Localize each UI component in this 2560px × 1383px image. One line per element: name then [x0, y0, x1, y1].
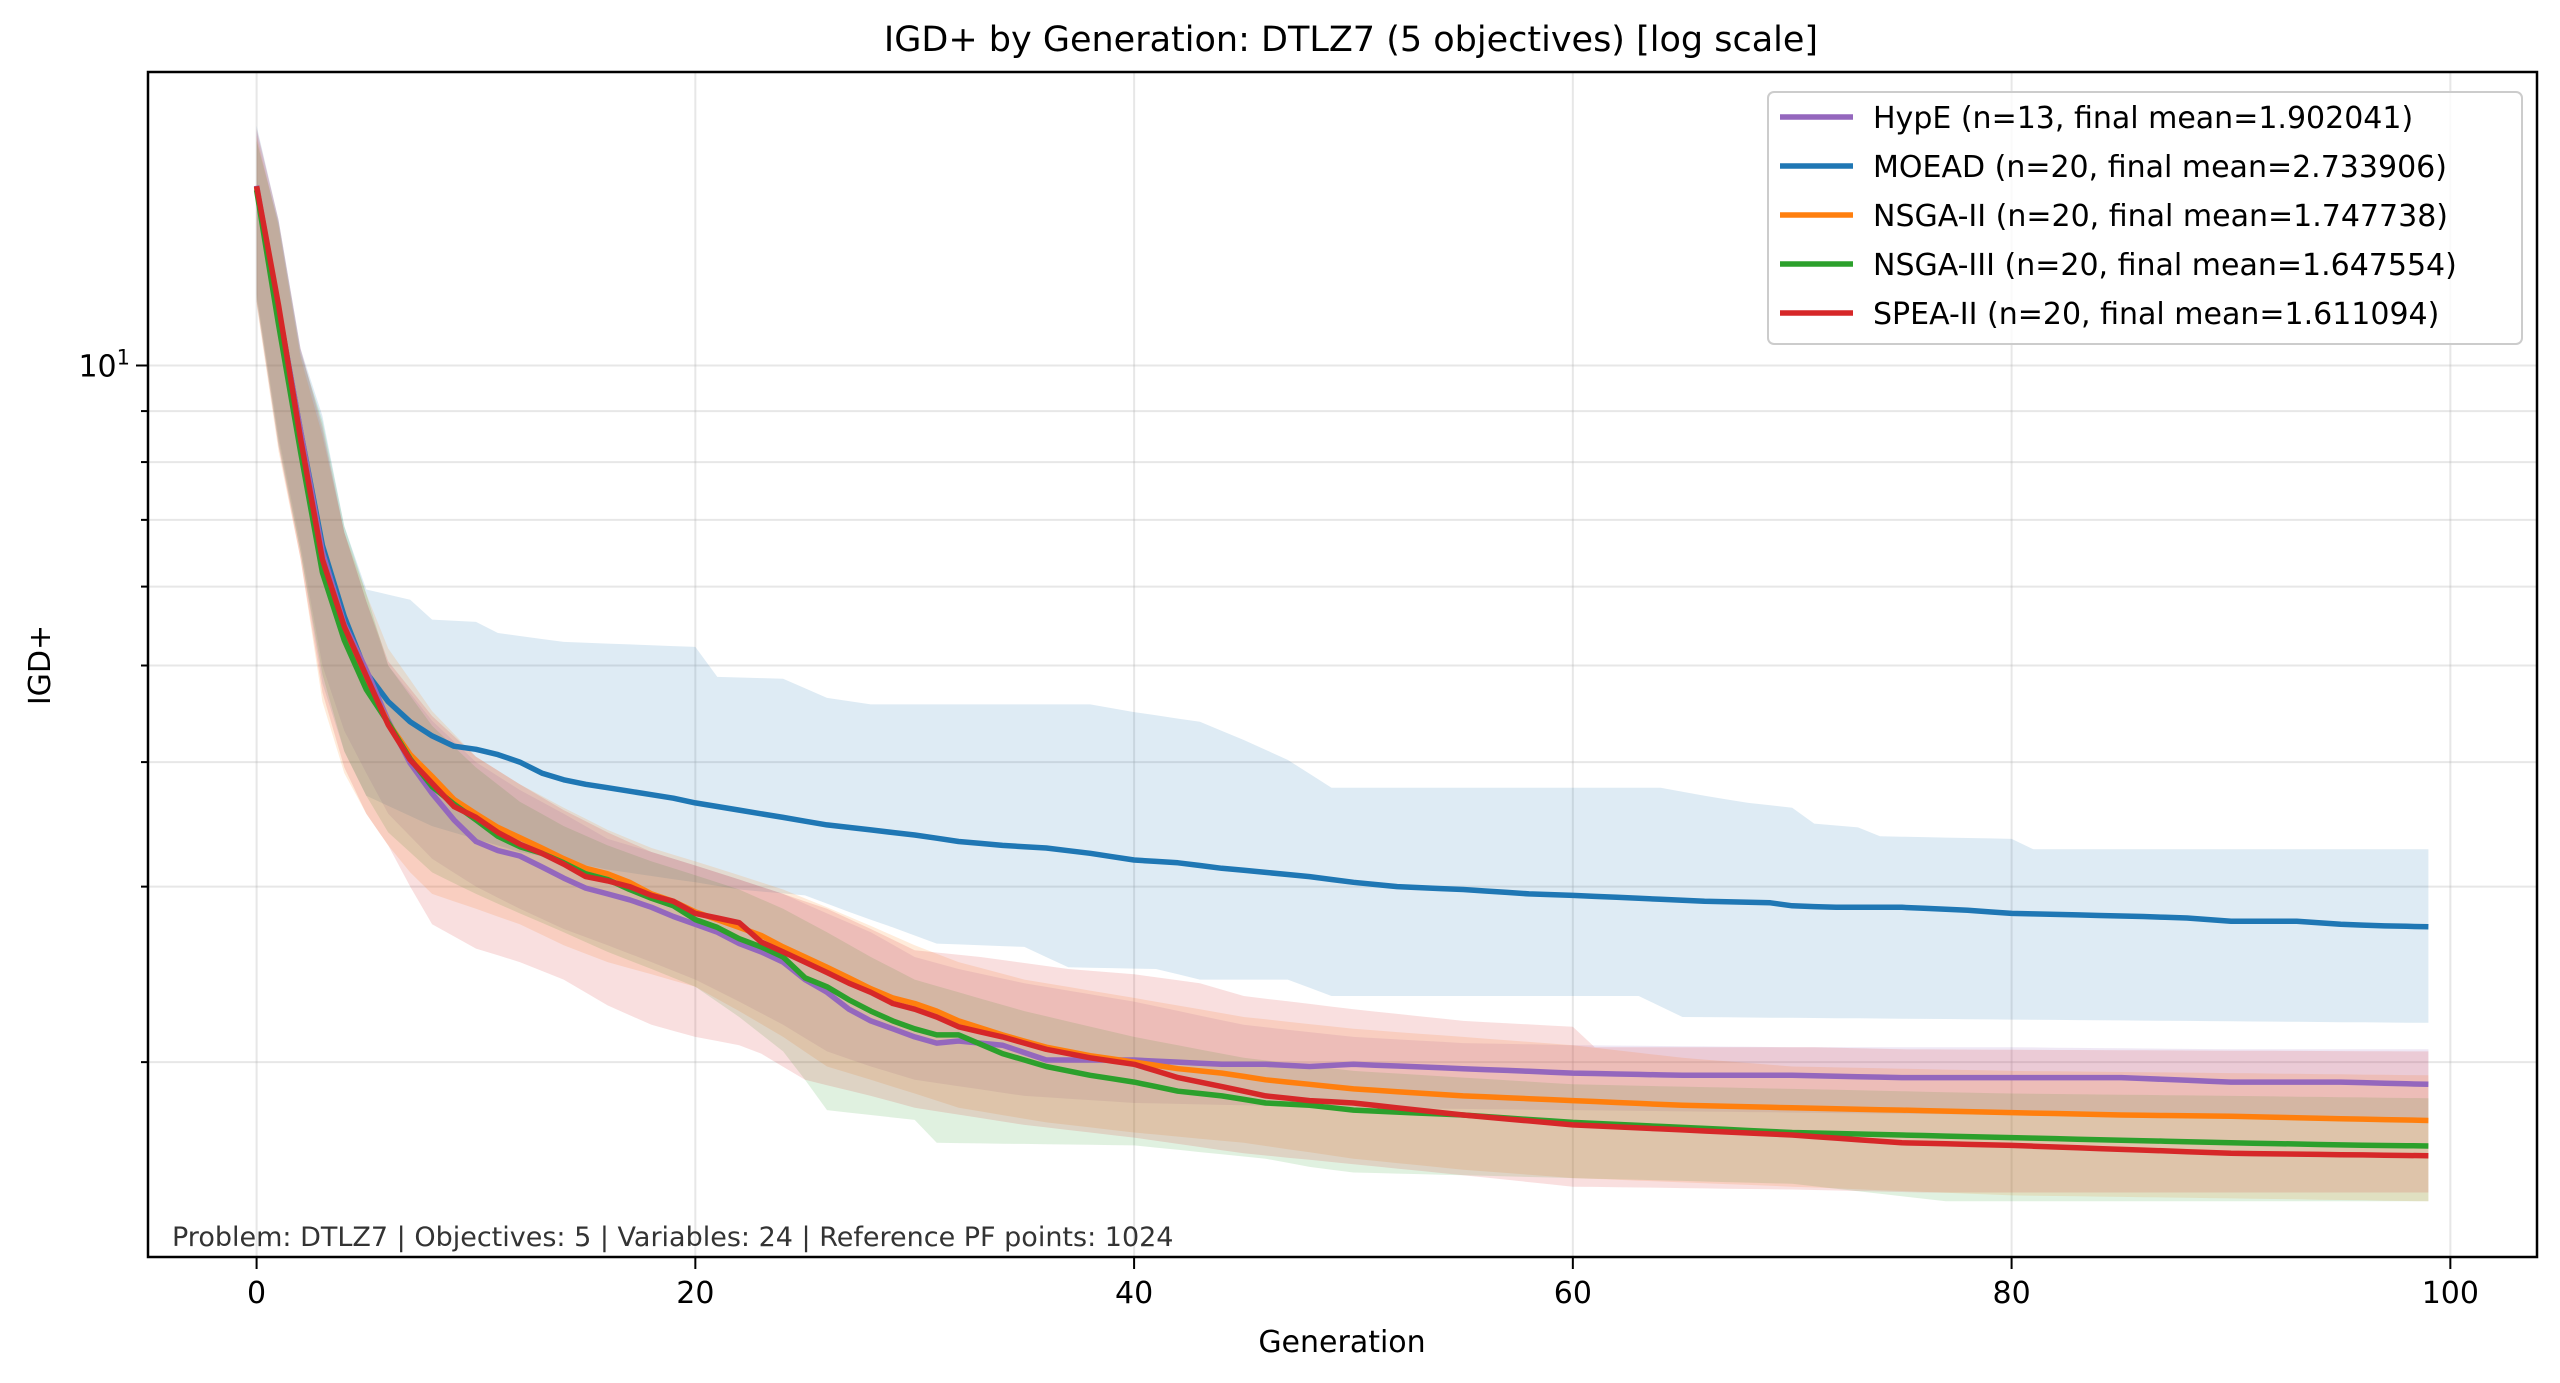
- legend: HypE (n=13, final mean=1.902041) MOEAD (n…: [1767, 91, 2523, 345]
- line-hype: [253, 185, 2429, 1088]
- band-spea-ii: [256, 128, 2429, 1193]
- legend-label: HypE (n=13, final mean=1.902041): [1873, 101, 2413, 136]
- legend-item-hype: HypE (n=13, final mean=1.902041): [1780, 101, 2413, 136]
- plot-area-frame: [146, 70, 2539, 1259]
- y-tick-label: 101: [78, 345, 130, 384]
- x-tick-label: 40: [1115, 1276, 1153, 1311]
- x-tick-label: 80: [1993, 1276, 2031, 1311]
- series-lines: [253, 185, 2429, 1159]
- x-tick-label: 100: [2422, 1276, 2479, 1311]
- x-tick-label: 60: [1554, 1276, 1592, 1311]
- x-tick-label: 20: [676, 1276, 714, 1311]
- band-nsga-ii: [256, 135, 2429, 1202]
- band-moead: [256, 125, 2429, 1023]
- x-axis-label: Generation: [1258, 1325, 1425, 1360]
- footnote-annotation: Problem: DTLZ7 | Objectives: 5 | Variabl…: [172, 1222, 1173, 1253]
- y-axis-label: IGD+: [23, 625, 58, 705]
- line-nsga-ii: [253, 186, 2429, 1124]
- confidence-bands: [256, 125, 2429, 1202]
- legend-item-nsga-iii: NSGA-III (n=20, final mean=1.647554): [1780, 248, 2457, 283]
- legend-label: NSGA-III (n=20, final mean=1.647554): [1873, 248, 2457, 283]
- band-nsga-iii: [256, 140, 2429, 1202]
- line-moead: [253, 186, 2429, 930]
- line-spea-ii: [253, 185, 2429, 1159]
- legend-label: NSGA-II (n=20, final mean=1.747738): [1873, 199, 2448, 234]
- legend-label: SPEA-II (n=20, final mean=1.611094): [1873, 297, 2439, 332]
- legend-item-moead: MOEAD (n=20, final mean=2.733906): [1780, 150, 2447, 185]
- legend-box: [1767, 91, 2523, 345]
- chart-title: IGD+ by Generation: DTLZ7 (5 objectives)…: [884, 20, 1818, 60]
- x-axis: 0 20 40 60 80 100: [247, 1257, 2479, 1311]
- legend-label: MOEAD (n=20, final mean=2.733906): [1873, 150, 2447, 185]
- y-axis: 101: [78, 345, 148, 1064]
- x-tick-label: 0: [247, 1276, 266, 1311]
- legend-item-spea-ii: SPEA-II (n=20, final mean=1.611094): [1780, 297, 2439, 332]
- legend-item-nsga-ii: NSGA-II (n=20, final mean=1.747738): [1780, 199, 2448, 234]
